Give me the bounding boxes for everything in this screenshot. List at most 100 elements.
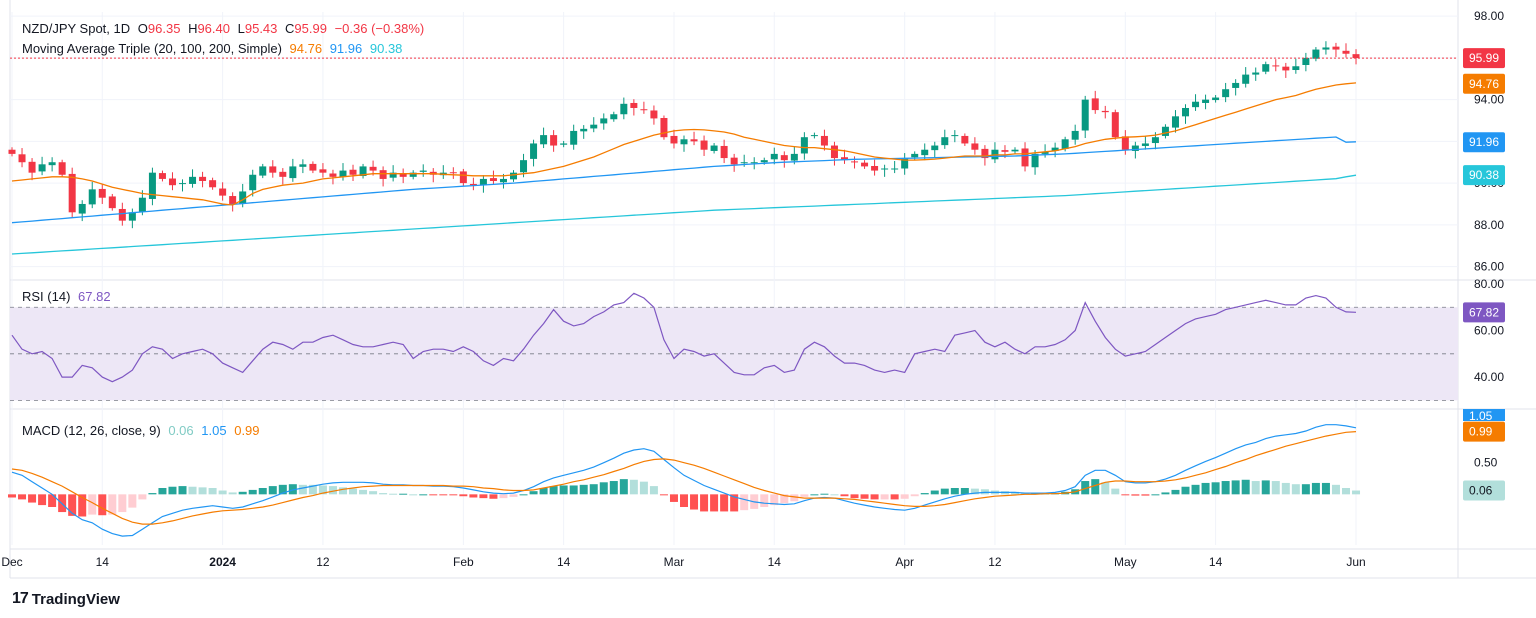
ma-legend: Moving Average Triple (20, 100, 200, Sim…	[22, 41, 406, 57]
macd-signal-value: 0.99	[234, 423, 260, 438]
candle-body	[1242, 74, 1250, 84]
candle-body	[259, 166, 267, 176]
macd-histogram-bar	[1301, 484, 1310, 495]
candle-body	[1342, 50, 1350, 54]
macd-histogram-bar	[1171, 489, 1180, 495]
rsi-tick-label: 60.00	[1474, 324, 1504, 338]
macd-histogram-bar	[710, 494, 719, 512]
ma200-value: 90.38	[369, 41, 403, 56]
price-tick-label: 86.00	[1474, 260, 1504, 274]
last-price-tag-label: 95.99	[1469, 51, 1499, 65]
macd-histogram-bar	[98, 494, 107, 516]
hist-tag	[1463, 480, 1505, 501]
macd-histogram-bar	[328, 486, 337, 495]
candle-body	[18, 154, 26, 163]
macd-histogram-bar	[258, 488, 267, 495]
time-tick-label: 14	[768, 555, 782, 569]
candle-body	[1192, 101, 1200, 108]
macd-histogram-bar	[1011, 491, 1019, 495]
candle-body	[249, 174, 257, 191]
macd-histogram-bar	[720, 494, 729, 512]
macd-histogram-bar	[1251, 481, 1260, 495]
macd-histogram-bar	[78, 494, 87, 517]
macd-histogram-bar	[730, 494, 739, 512]
macd-histogram-bar	[549, 486, 558, 495]
macd-histogram-bar	[1321, 482, 1330, 495]
candle-body	[409, 172, 417, 177]
macd-histogram-bar	[970, 488, 979, 495]
price-tick-label: 98.00	[1474, 9, 1504, 23]
macd-histogram-bar	[760, 494, 769, 507]
macd-histogram-bar	[1211, 482, 1220, 495]
macd-histogram-bar	[1081, 481, 1090, 495]
candle-body	[28, 161, 36, 173]
ma-label[interactable]: Moving Average Triple (20, 100, 200, Sim…	[22, 41, 282, 56]
macd-histogram-bar	[1331, 484, 1340, 495]
macd-histogram-bar	[188, 486, 197, 495]
macd-histogram-bar	[1151, 494, 1160, 496]
macd-histogram-bar	[28, 494, 37, 503]
macd-histogram-bar	[238, 491, 247, 495]
macd-histogram-bar	[519, 494, 528, 496]
macd-histogram-bar	[1091, 479, 1100, 495]
macd-histogram-bar	[579, 484, 588, 495]
candle-body	[510, 172, 517, 180]
rsi-tick-label: 80.00	[1474, 277, 1504, 291]
rsi-label[interactable]: RSI (14)	[22, 289, 71, 304]
symbol-label[interactable]: NZD/JPY Spot, 1D	[22, 21, 131, 36]
macd-histogram-bar	[629, 479, 638, 495]
candle-body	[660, 118, 668, 138]
candle-body	[770, 153, 778, 160]
macd-histogram-bar	[308, 484, 317, 495]
macd-histogram-bar	[108, 494, 117, 515]
macd-histogram-bar	[860, 494, 869, 499]
macd-histogram-bar	[1271, 481, 1280, 495]
candle-body	[189, 176, 197, 184]
macd-histogram-bar	[379, 493, 388, 495]
candle-body	[971, 143, 979, 150]
candle-body	[1302, 57, 1310, 65]
macd-label[interactable]: MACD (12, 26, close, 9)	[22, 423, 161, 438]
macd-histogram-bar	[669, 494, 678, 502]
macd-histogram-bar	[349, 488, 358, 495]
candle-body	[921, 149, 929, 156]
time-tick-label: Apr	[895, 555, 914, 569]
macd-histogram-bar	[800, 494, 809, 497]
ma200-line	[11, 174, 1357, 255]
macd-histogram-bar	[138, 494, 147, 500]
candle-body	[620, 103, 628, 115]
candle-body	[58, 162, 66, 175]
macd-line	[11, 424, 1357, 537]
macd-histogram-bar	[218, 490, 227, 495]
candle-body	[1312, 49, 1320, 59]
macd-histogram-bar	[609, 481, 618, 495]
macd-histogram-bar	[429, 494, 438, 496]
candle-body	[881, 168, 889, 170]
ma100-value: 91.96	[329, 41, 363, 56]
macd-histogram-bar	[810, 494, 819, 496]
macd-histogram-bar	[38, 494, 47, 506]
candle-body	[1021, 148, 1029, 167]
candle-body	[1011, 149, 1019, 152]
time-tick-label: 2024	[209, 555, 236, 569]
macd-histogram-bar	[198, 487, 207, 495]
candle-body	[1161, 126, 1169, 136]
candle-body	[820, 135, 828, 146]
macd-line-value: 1.05	[201, 423, 227, 438]
ma100-line	[11, 136, 1357, 224]
macd-histogram-bar	[168, 486, 177, 495]
candle-body	[219, 188, 227, 196]
candle-body	[610, 114, 618, 120]
macd-histogram-bar	[449, 494, 458, 496]
macd-histogram-bar	[88, 494, 97, 515]
candle-body	[700, 140, 708, 150]
time-tick-label: Mar	[664, 555, 685, 569]
candle-body	[810, 135, 818, 137]
candle-body	[339, 170, 347, 177]
macd-histogram-bar	[940, 488, 949, 495]
hist-tag-label: 0.06	[1469, 484, 1493, 498]
macd-histogram-bar	[318, 485, 327, 495]
open-label: O	[137, 21, 148, 36]
candle-body	[179, 183, 187, 185]
tradingview-branding[interactable]: 17 TradingView	[12, 590, 120, 608]
